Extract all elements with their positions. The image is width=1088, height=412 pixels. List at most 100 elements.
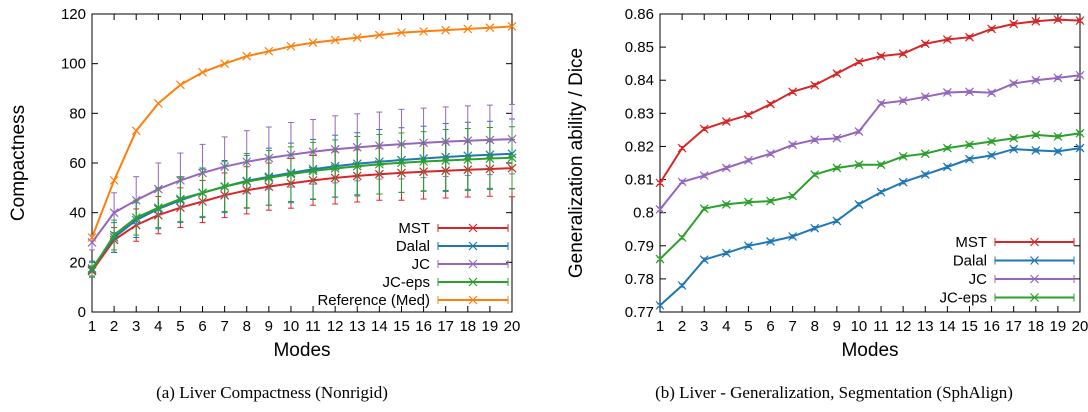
x-tick-label: 18: [1027, 318, 1044, 335]
x-tick-label: 5: [744, 318, 752, 335]
data-point: [1075, 16, 1085, 26]
data-point: [766, 196, 775, 206]
data-point: [1075, 128, 1085, 138]
data-point: [721, 248, 731, 258]
x-tick-label: 3: [700, 318, 708, 335]
y-tick-label: 0.86: [625, 6, 654, 23]
data-point: [374, 30, 384, 40]
data-point: [721, 163, 731, 173]
x-tick-label: 4: [722, 318, 730, 335]
data-point: [198, 188, 207, 198]
data-point: [876, 51, 886, 61]
data-point: [109, 230, 119, 240]
data-point: [175, 194, 185, 204]
legend-label: JC: [969, 271, 988, 288]
series-line: [91, 167, 513, 272]
x-tick-label: 3: [132, 318, 140, 335]
data-point: [942, 162, 952, 172]
data-point: [153, 203, 163, 213]
data-point: [854, 199, 864, 209]
data-point: [507, 21, 517, 31]
data-point: [965, 32, 974, 42]
y-tick-label: 0.85: [625, 39, 654, 56]
series-line: [659, 147, 1081, 307]
data-point: [507, 153, 517, 163]
x-tick-label: 12: [327, 318, 344, 335]
data-point: [677, 177, 687, 187]
data-point: [699, 124, 709, 134]
data-point: [131, 126, 141, 136]
legend-label: JC-eps: [939, 290, 987, 307]
x-tick-label: 10: [851, 318, 868, 335]
series-dalal: [655, 143, 1085, 310]
data-point: [743, 110, 753, 120]
data-point: [655, 254, 665, 264]
data-point: [898, 151, 908, 161]
data-point: [854, 127, 864, 136]
x-tick-label: 15: [393, 318, 410, 335]
data-point: [175, 80, 185, 90]
generalization-chart: 0.77 0.78 0.79 0.8 0.81 0.82 0.83 0.84 0.85 0.86 1…: [566, 6, 1088, 361]
data-point: [308, 166, 318, 176]
legend-marker: [468, 277, 478, 287]
caption-b: (b) Liver - Generalization, Segmentation…: [655, 383, 1013, 402]
x-tick-label: 6: [766, 318, 774, 335]
data-point: [876, 187, 886, 197]
data-point: [485, 154, 495, 163]
legend-label: Dalal: [953, 253, 987, 270]
data-point: [810, 170, 820, 180]
data-point: [1009, 79, 1019, 88]
data-point: [743, 155, 753, 165]
legend-marker: [1030, 256, 1039, 265]
data-point: [766, 149, 775, 159]
y-tick-label: 100: [61, 56, 86, 73]
legend-marker: [468, 223, 478, 233]
x-tick-label: 20: [1072, 318, 1088, 335]
data-point: [1009, 19, 1019, 29]
data-point: [463, 24, 473, 34]
data-point: [854, 57, 864, 67]
data-point: [920, 149, 930, 159]
data-point: [788, 87, 798, 97]
x-tick-label: 20: [504, 318, 521, 335]
y-tick-label: 0.79: [625, 238, 654, 255]
y-tick-label: 0.78: [625, 271, 654, 288]
series-line: [91, 156, 513, 271]
legend-label: Reference (Med): [317, 292, 430, 309]
legend-label: JC: [412, 256, 431, 273]
data-point: [397, 158, 406, 168]
series-jc-eps: [655, 128, 1085, 264]
data-point: [788, 191, 798, 201]
data-point: [832, 216, 842, 226]
legend-label: JC-eps: [382, 274, 430, 291]
data-point: [721, 117, 731, 127]
data-point: [330, 35, 340, 45]
data-point: [463, 155, 473, 164]
data-point: [419, 26, 429, 36]
data-point: [153, 98, 163, 108]
data-point: [788, 232, 798, 241]
data-point: [920, 39, 930, 49]
data-point: [766, 237, 775, 246]
legend-marker: [1030, 274, 1039, 284]
data-point: [1053, 15, 1063, 25]
data-point: [1031, 145, 1041, 155]
data-point: [109, 208, 119, 218]
y-tick-label: 60: [69, 155, 86, 172]
data-point: [1009, 144, 1019, 154]
data-point: [242, 51, 252, 61]
data-point: [898, 49, 908, 59]
legend-marker: [1030, 293, 1039, 302]
series-jc-eps: [87, 126, 517, 278]
data-point: [1031, 130, 1041, 140]
data-point: [242, 177, 252, 187]
data-point: [699, 255, 709, 265]
x-tick-label: 1: [88, 318, 96, 335]
data-point: [810, 223, 820, 233]
x-tick-label: 8: [811, 318, 819, 335]
data-point: [743, 197, 753, 207]
x-tick-label: 18: [459, 318, 476, 335]
series-jc: [655, 70, 1085, 214]
x-tick-label: 13: [917, 318, 934, 335]
data-point: [987, 88, 997, 98]
